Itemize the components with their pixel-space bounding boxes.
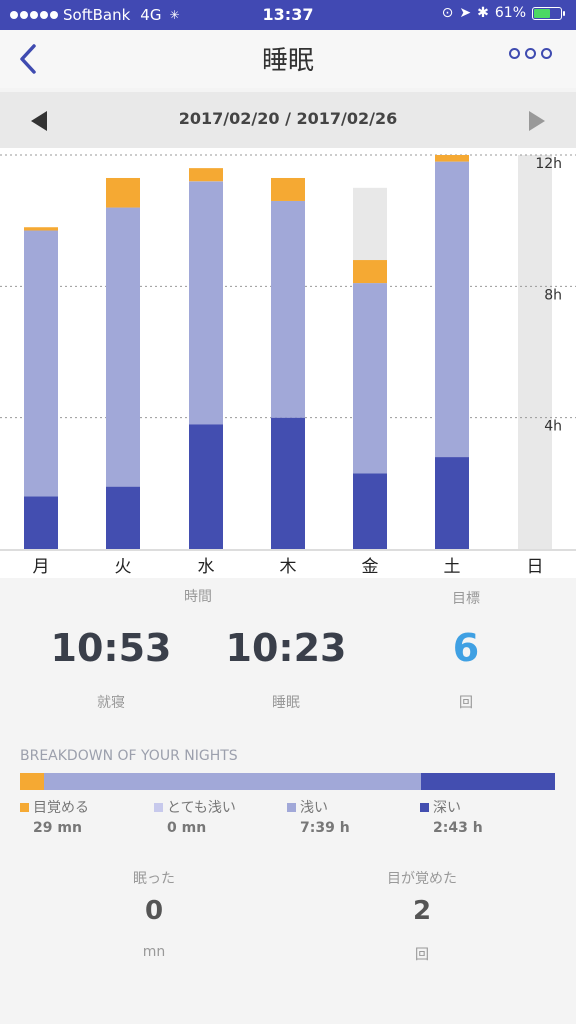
legend-swatch bbox=[20, 802, 29, 812]
signal-icon bbox=[10, 11, 58, 19]
breakdown-title: BREAKDOWN OF YOUR NIGHTS bbox=[20, 748, 238, 764]
awake-bar bbox=[435, 155, 469, 162]
light-segment bbox=[44, 773, 422, 790]
awake-bar bbox=[271, 177, 305, 201]
deep-segment bbox=[421, 773, 555, 790]
woke-up-label: 目が覚めた bbox=[387, 871, 457, 887]
navigation-bar: 睡眠 bbox=[0, 30, 576, 88]
battery-percent: 61% bbox=[494, 5, 526, 21]
carrier-name: SoftBank bbox=[63, 6, 131, 24]
legend-name: 浅い bbox=[287, 797, 350, 817]
back-button[interactable] bbox=[14, 42, 46, 76]
legend-value: 2:43 h bbox=[433, 820, 483, 836]
lock-rotation-icon: ⊙ bbox=[441, 5, 454, 21]
network-type: 4G bbox=[140, 6, 162, 24]
week-selector: 2017/02/20 / 2017/02/26 bbox=[0, 92, 576, 148]
light-sleep-bar bbox=[24, 230, 58, 497]
fell-asleep-unit: mn bbox=[142, 944, 166, 960]
summary-panel: 時間 目標 10:53 10:23 6 就寝 睡眠 回 bbox=[0, 578, 576, 728]
activity-icon: ✳ bbox=[169, 8, 180, 22]
location-icon: ➤ bbox=[459, 5, 472, 21]
day-label: 水 bbox=[197, 557, 215, 577]
awake-bar bbox=[24, 227, 58, 231]
bedtime-label: 就寝 bbox=[97, 695, 125, 711]
bluetooth-icon: ✱ bbox=[477, 5, 489, 21]
deep-sleep-bar bbox=[271, 417, 305, 549]
breakdown-bar bbox=[20, 773, 555, 790]
awake-bar bbox=[189, 168, 223, 182]
y-tick-label: 4h bbox=[544, 419, 562, 435]
legend-swatch bbox=[154, 802, 163, 812]
legend-name: 深い bbox=[420, 797, 483, 817]
deep-sleep-bar bbox=[435, 457, 469, 549]
goal-value: 6 bbox=[452, 626, 480, 670]
day-label: 日 bbox=[526, 557, 544, 577]
goal-unit: 回 bbox=[459, 695, 473, 711]
legend-name: 目覚める bbox=[20, 797, 89, 817]
sleep-chart: 12h 8h 4h bbox=[0, 148, 576, 578]
day-label: 金 bbox=[361, 557, 379, 577]
bedtime-value: 10:53 bbox=[50, 626, 172, 670]
light-sleep-bar bbox=[189, 181, 223, 425]
more-button[interactable] bbox=[509, 48, 552, 59]
legend-item: とても浅い 0 mn bbox=[154, 797, 236, 836]
chevron-left-icon bbox=[20, 44, 36, 74]
woke-up-unit: 回 bbox=[415, 947, 429, 963]
deep-sleep-bar bbox=[189, 424, 223, 549]
awake-bar bbox=[353, 260, 387, 284]
y-tick-label: 12h bbox=[535, 156, 562, 172]
status-time: 13:37 bbox=[262, 5, 314, 24]
status-left: SoftBank 4G ✳ bbox=[10, 6, 180, 24]
light-sleep-bar bbox=[106, 207, 140, 487]
legend-swatch bbox=[420, 802, 429, 812]
legend-label: 目覚める bbox=[33, 800, 89, 816]
legend-item: 目覚める 29 mn bbox=[20, 797, 89, 836]
legend-label: 深い bbox=[433, 800, 461, 816]
sleep-chart-svg: 12h 8h 4h bbox=[0, 154, 576, 551]
y-tick-label: 8h bbox=[544, 287, 562, 303]
more-dot-icon bbox=[509, 48, 520, 59]
deep-sleep-bar bbox=[353, 473, 387, 549]
fell-asleep-label: 眠った bbox=[133, 871, 175, 887]
day-label: 火 bbox=[114, 557, 132, 577]
legend-label: とても浅い bbox=[167, 800, 236, 816]
day-axis: 月火水木金土日 bbox=[0, 552, 576, 578]
awake-bar bbox=[106, 177, 140, 208]
previous-week-button[interactable] bbox=[31, 111, 47, 131]
deep-sleep-bar bbox=[106, 486, 140, 549]
day-label: 木 bbox=[279, 557, 297, 577]
woke-up-value: 2 bbox=[412, 896, 432, 926]
legend-value: 29 mn bbox=[33, 820, 82, 836]
legend-name: とても浅い bbox=[154, 797, 236, 817]
status-right: ⊙ ➤ ✱ 61% bbox=[441, 5, 565, 21]
goal-label: 目標 bbox=[452, 591, 480, 607]
light-sleep-bar bbox=[435, 161, 469, 458]
legend-item: 浅い 7:39 h bbox=[287, 797, 350, 836]
next-week-button[interactable] bbox=[529, 111, 545, 131]
fell-asleep-value: 0 bbox=[144, 896, 164, 926]
legend-swatch bbox=[287, 802, 296, 812]
sleep-label: 睡眠 bbox=[272, 695, 300, 711]
light-sleep-bar bbox=[271, 200, 305, 418]
page-title: 睡眠 bbox=[261, 46, 314, 76]
legend-item: 深い 2:43 h bbox=[420, 797, 483, 836]
day-label: 月 bbox=[32, 557, 50, 577]
legend-value: 7:39 h bbox=[300, 820, 350, 836]
legend-label: 浅い bbox=[300, 800, 328, 816]
battery-icon bbox=[532, 6, 565, 20]
more-dot-icon bbox=[541, 48, 552, 59]
goal-bar bbox=[518, 155, 552, 549]
time-label: 時間 bbox=[184, 589, 212, 605]
legend-value: 0 mn bbox=[167, 820, 207, 836]
deep-sleep-bar bbox=[24, 496, 58, 549]
sleep-value: 10:23 bbox=[225, 626, 347, 670]
status-bar: SoftBank 4G ✳ 13:37 ⊙ ➤ ✱ 61% bbox=[0, 0, 576, 30]
day-label: 土 bbox=[443, 557, 461, 577]
week-range: 2017/02/20 / 2017/02/26 bbox=[178, 109, 398, 128]
more-dot-icon bbox=[525, 48, 536, 59]
awake-segment bbox=[20, 773, 45, 790]
light-sleep-bar bbox=[353, 283, 387, 474]
